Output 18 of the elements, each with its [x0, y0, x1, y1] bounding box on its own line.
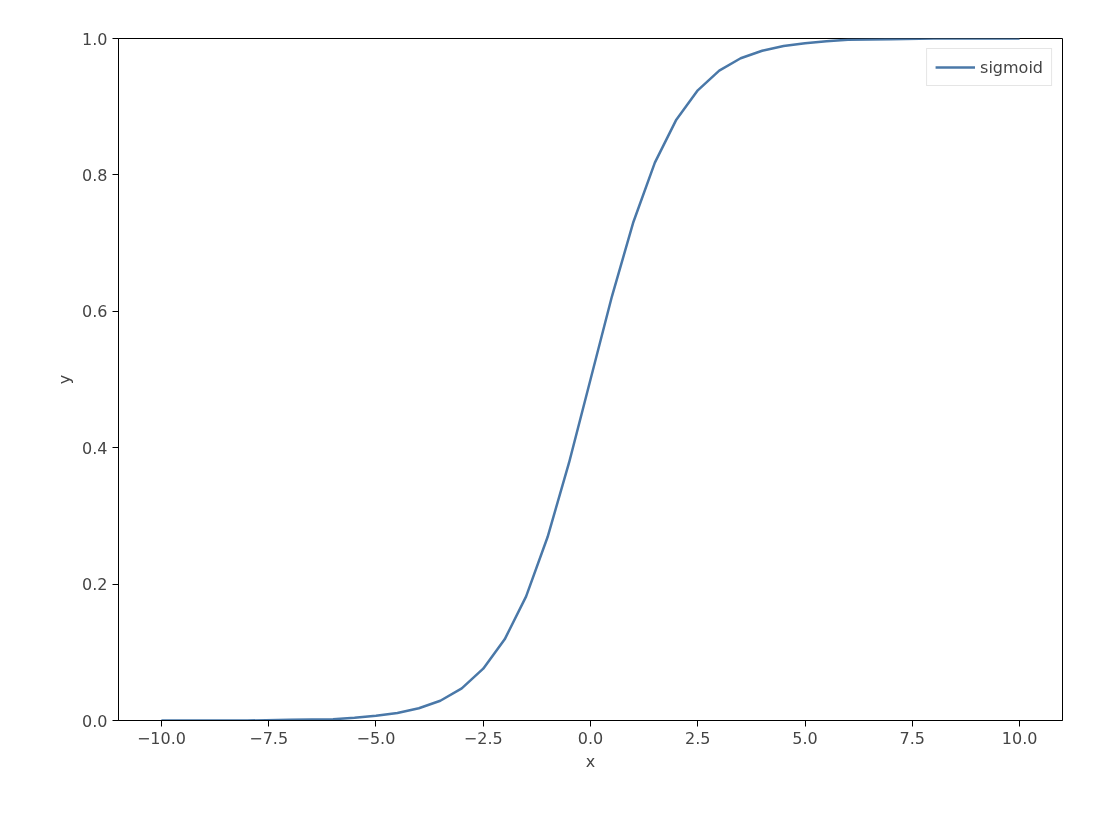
x-tick-label: −10.0	[136, 728, 186, 748]
y-axis-title: y	[55, 374, 75, 385]
x-tick-label: 0.0	[577, 728, 604, 748]
y-tick-label: 0.0	[82, 711, 108, 731]
x-tick-label: −5.0	[356, 728, 396, 748]
x-tick-label: −7.5	[249, 728, 289, 748]
x-tick-label: 5.0	[792, 728, 818, 748]
x-tick-label: 2.5	[685, 728, 711, 748]
y-tick-label: 0.6	[82, 302, 108, 322]
y-tick-label: 0.4	[82, 438, 108, 458]
x-tick-label: 7.5	[899, 728, 926, 748]
y-tick-label: 1.0	[82, 29, 108, 49]
y-tick-label: 0.2	[82, 575, 108, 595]
x-axis-title: x	[585, 751, 596, 771]
x-tick-label: −2.5	[463, 728, 503, 748]
y-tick-label: 0.8	[82, 165, 108, 185]
x-tick-label: 10.0	[1001, 728, 1038, 748]
legend-label: sigmoid	[980, 57, 1043, 77]
